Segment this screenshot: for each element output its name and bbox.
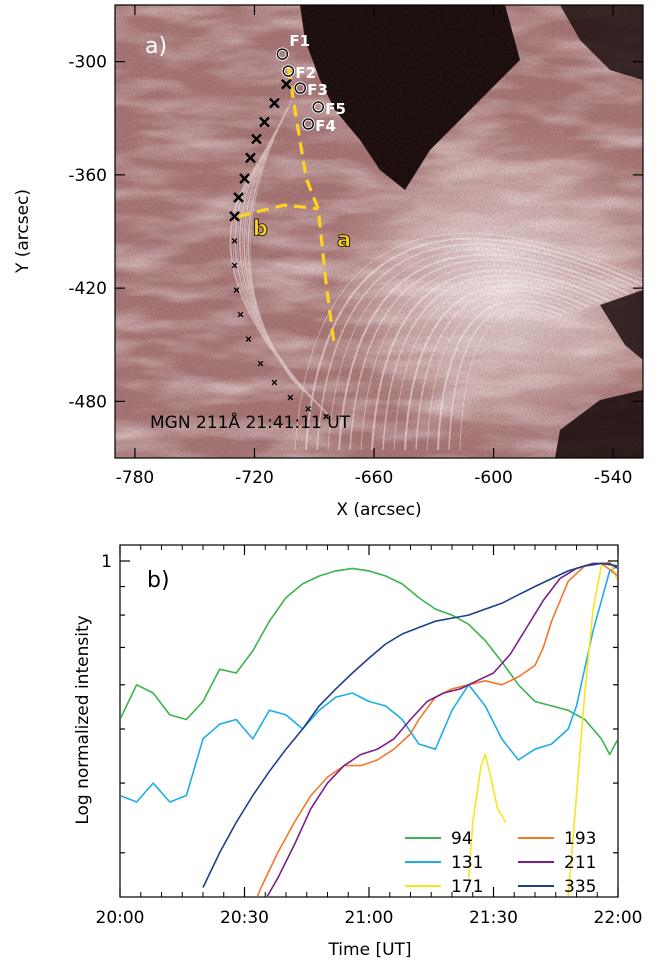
small-cross-marker — [257, 360, 264, 367]
map-y-tick-label: -300 — [68, 53, 107, 73]
map-x-tick-label: -600 — [474, 468, 513, 488]
legend-label: 335 — [564, 877, 596, 897]
slit-label: a — [337, 228, 351, 252]
small-cross-marker — [233, 287, 240, 293]
map-y-ticks: -300 -360 -420 -480 — [68, 53, 643, 412]
panel-b-label: b) — [147, 568, 170, 593]
legend-entry-193: 193 — [518, 829, 596, 849]
small-cross-marker — [271, 379, 278, 386]
legend-label: 193 — [564, 829, 596, 849]
small-cross-marker — [287, 394, 294, 401]
small-cross-marker — [323, 413, 330, 420]
plot-x-tick-label: 20:30 — [220, 908, 269, 928]
plot-x-axis-label: Time [UT] — [327, 940, 411, 960]
map-y-axis-label: Y (arcsec) — [13, 189, 33, 274]
map-x-axis-label: X (arcsec) — [336, 500, 421, 520]
map-x-tick-label: -780 — [116, 468, 155, 488]
large-cross-marker — [269, 97, 280, 109]
map-x-ticks: -780 -720 -660 -600 -540 — [116, 5, 633, 488]
map-x-tick-label: -660 — [355, 468, 394, 488]
plot-y-tick-label: 1 — [101, 552, 112, 572]
plot-x-ticks: 20:00 20:30 21:00 21:30 22:00 — [96, 545, 643, 928]
plot-x-tick-label: 20:00 — [96, 908, 145, 928]
panel-b-lightcurves: 20:00 20:30 21:00 21:30 22:00 1 b) Time [UT]… — [73, 544, 643, 960]
map-y-tick-label: -480 — [68, 392, 107, 412]
legend-entry-131: 131 — [405, 853, 483, 873]
slit-path — [238, 203, 319, 218]
legend-label: 131 — [451, 853, 483, 873]
plot-x-tick-label: 21:00 — [345, 908, 394, 928]
large-cross-marker — [245, 152, 256, 164]
slit-paths — [238, 67, 336, 346]
legend-label: 171 — [451, 877, 483, 897]
map-frame — [114, 4, 644, 459]
feature-label: F1 — [289, 32, 310, 50]
series-line-94 — [121, 567, 617, 756]
map-x-tick-label: -540 — [594, 468, 633, 488]
map-x-tick-label: -720 — [235, 468, 274, 488]
small-cross-marker — [237, 311, 244, 318]
large-cross-marker — [239, 173, 250, 184]
plot-x-tick-label: 22:00 — [594, 908, 643, 928]
panel-a-label: a) — [145, 34, 167, 59]
plot-y-ticks: 1 — [101, 552, 618, 854]
slit-label: b — [253, 216, 268, 240]
map-annotation: MGN 211Å 21:41:11 UT — [150, 411, 351, 433]
map-y-tick-label: -360 — [68, 166, 107, 186]
feature-marker — [294, 82, 306, 94]
slit-path — [286, 67, 336, 346]
large-cross-marker — [233, 192, 244, 203]
small-cross-marker — [245, 336, 252, 342]
cross-markers — [229, 78, 330, 420]
legend-label: 211 — [564, 853, 596, 873]
legend: 94 131 171 193 211 335 — [405, 829, 596, 897]
feature-marker — [302, 118, 314, 130]
feature-marker — [276, 48, 289, 60]
series-line-131 — [121, 565, 617, 803]
legend-entry-335: 335 — [518, 877, 596, 897]
large-cross-marker — [281, 78, 292, 90]
plot-frame — [119, 544, 619, 898]
small-cross-marker — [231, 262, 238, 269]
large-cross-marker — [259, 116, 270, 128]
small-cross-marker — [231, 238, 238, 244]
legend-entry-94: 94 — [405, 829, 473, 849]
series-line-171 — [467, 753, 507, 879]
series-line-335 — [202, 562, 617, 888]
map-y-tick-label: -420 — [68, 279, 107, 299]
plot-x-tick-label: 21:30 — [469, 908, 518, 928]
large-cross-marker — [251, 133, 262, 145]
feature-label: F2 — [295, 64, 316, 82]
panel-a-map: -780 -720 -660 -600 -540 -300 -360 -420 -480 X … — [13, 4, 644, 520]
small-cross-marker — [305, 406, 312, 412]
legend-entry-211: 211 — [518, 853, 596, 873]
feature-label: F5 — [325, 100, 346, 118]
series-line-211 — [266, 562, 617, 896]
large-cross-marker — [229, 211, 240, 222]
plot-y-axis-label: Log normalized intensity — [73, 615, 93, 824]
legend-entry-171: 171 — [405, 877, 483, 897]
solar-map-image — [115, 5, 643, 458]
feature-label: F3 — [307, 81, 328, 99]
feature-marker — [282, 65, 295, 77]
feature-label: F4 — [315, 117, 336, 135]
legend-label: 94 — [451, 829, 473, 849]
feature-marker — [312, 101, 324, 113]
